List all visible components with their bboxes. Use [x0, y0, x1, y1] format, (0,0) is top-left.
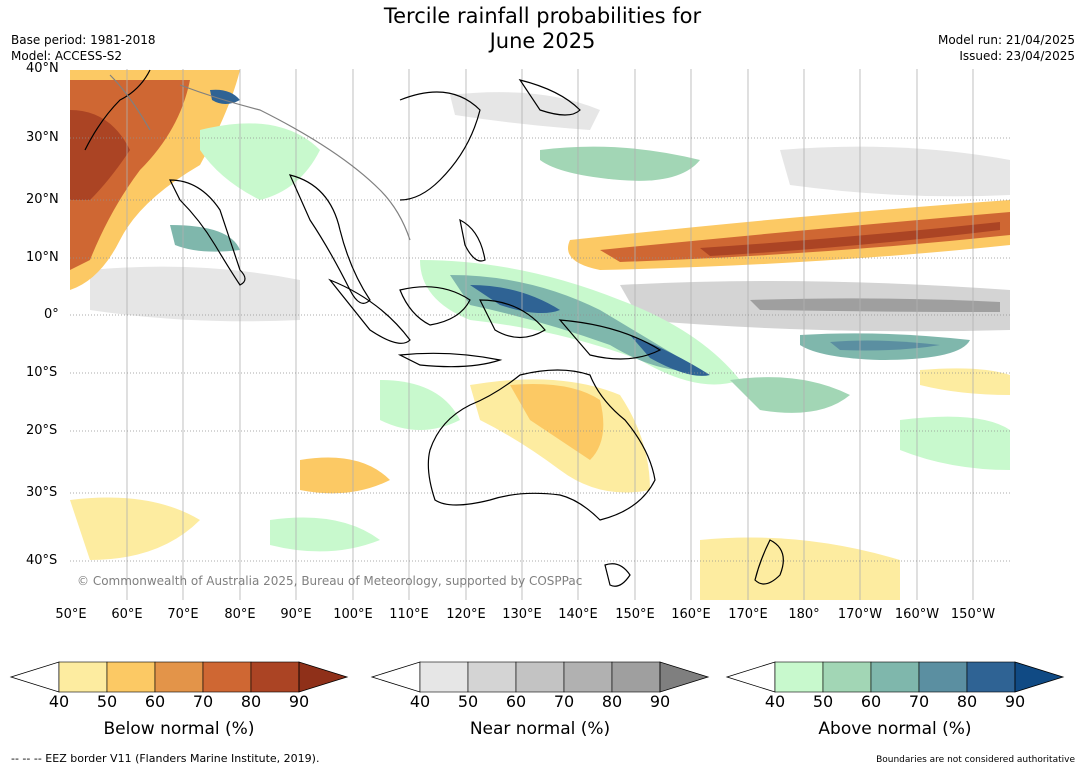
colorbar-near-normal	[370, 661, 710, 693]
colorbar-tick-label: 90	[1004, 692, 1026, 711]
colorbar-extend-low	[725, 661, 776, 693]
colorbar-title-above: Above normal (%)	[818, 719, 972, 739]
colorbar-extend-high	[1014, 661, 1065, 693]
colorbar-tick-label: 80	[601, 692, 623, 711]
colorbar-tick-label: 40	[409, 692, 431, 711]
rainfall-map	[70, 69, 1010, 600]
lon-label-120e: 120°E	[446, 607, 486, 622]
meta-right: Model run: 21/04/2025 Issued: 23/04/2025	[938, 32, 1075, 64]
colorbar-extend-low	[9, 661, 60, 693]
colorbar-title-near: Near normal (%)	[469, 719, 611, 739]
colorbar-segment	[966, 661, 1016, 693]
lon-label-50e: 50°E	[55, 607, 87, 622]
colorbar-tick-label: 50	[96, 692, 118, 711]
colorbar-segment	[563, 661, 613, 693]
model-name: Model: ACCESS-S2	[11, 49, 123, 63]
lon-label-150e: 150°E	[615, 607, 655, 622]
lon-label-180: 180°	[788, 607, 820, 622]
lat-label-30n: 30°N	[26, 130, 59, 145]
lon-label-130e: 130°E	[502, 607, 542, 622]
colorbar-above-normal	[725, 661, 1065, 693]
lon-label-140e: 140°E	[558, 607, 598, 622]
map-title: Tercile rainfall probabilities for June …	[0, 4, 1085, 54]
lat-label-20s: 20°S	[26, 423, 58, 438]
copyright-notice: © Commonwealth of Australia 2025, Bureau…	[77, 574, 583, 588]
lon-label-90e: 90°E	[280, 607, 312, 622]
eez-border-note: -- -- -- EEZ border V11 (Flanders Marine…	[11, 752, 320, 765]
graticule	[126, 69, 974, 600]
colorbar-segment	[154, 661, 204, 693]
lat-label-40n: 40°N	[26, 61, 59, 76]
colorbar-tick-label: 60	[505, 692, 527, 711]
lon-label-160w: 160°W	[894, 607, 940, 622]
colorbar-segment	[870, 661, 920, 693]
colorbar-title-below: Below normal (%)	[103, 719, 255, 739]
map-field	[70, 69, 1010, 600]
lat-label-0: 0°	[44, 307, 59, 322]
lat-label-30s: 30°S	[26, 485, 58, 500]
colorbar-tick-label: 60	[860, 692, 882, 711]
colorbar-segment	[250, 661, 300, 693]
model-run: Model run: 21/04/2025	[937, 33, 1075, 47]
colorbar-tick-label: 90	[649, 692, 671, 711]
map-title-line1: Tercile rainfall probabilities for	[383, 4, 702, 28]
lat-label-10n: 10°N	[26, 250, 59, 265]
colorbar-segment	[774, 661, 824, 693]
lon-label-80e: 80°E	[224, 607, 256, 622]
issued-date: Issued: 23/04/2025	[959, 49, 1075, 63]
lat-label-40s: 40°S	[26, 553, 58, 568]
colorbar-segment	[106, 661, 156, 693]
coastlines	[84, 69, 784, 587]
colorbar-segment	[918, 661, 968, 693]
lat-label-20n: 20°N	[26, 192, 59, 207]
colorbar-tick-label: 80	[240, 692, 262, 711]
colorbar-segment	[515, 661, 565, 693]
colorbar-segment	[419, 661, 469, 693]
lon-label-160e: 160°E	[671, 607, 711, 622]
lat-label-10s: 10°S	[26, 365, 58, 380]
australia-coastline	[427, 369, 656, 521]
above-normal-india	[200, 123, 320, 200]
lon-label-70e: 70°E	[167, 607, 199, 622]
india-coastline	[169, 179, 246, 286]
colorbar-tick-label: 50	[812, 692, 834, 711]
colorbar-segment	[611, 661, 661, 693]
colorbar-below-normal	[9, 661, 349, 693]
lon-label-150w: 150°W	[950, 607, 996, 622]
colorbar-segment	[822, 661, 872, 693]
lon-label-170e: 170°E	[728, 607, 768, 622]
map-title-line2: June 2025	[489, 29, 596, 53]
lon-label-170w: 170°W	[837, 607, 883, 622]
lon-label-110e: 110°E	[389, 607, 429, 622]
colorbar-tick-label: 70	[908, 692, 930, 711]
boundaries-disclaimer: Boundaries are not considered authoritat…	[876, 755, 1075, 765]
base-period: Base period: 1981-2018	[11, 33, 156, 47]
colorbar-tick-label: 70	[192, 692, 214, 711]
colorbar-segment	[58, 661, 108, 693]
lon-label-100e: 100°E	[333, 607, 373, 622]
colorbar-tick-label: 40	[48, 692, 70, 711]
colorbar-tick-label: 50	[457, 692, 479, 711]
colorbar-tick-label: 70	[553, 692, 575, 711]
meta-left: Base period: 1981-2018 Model: ACCESS-S2	[11, 32, 156, 64]
colorbar-tick-label: 80	[956, 692, 978, 711]
colorbar-tick-label: 90	[288, 692, 310, 711]
colorbars	[9, 661, 1065, 693]
colorbar-extend-high	[298, 661, 349, 693]
colorbar-segment	[467, 661, 517, 693]
colorbar-extend-high	[659, 661, 710, 693]
colorbar-tick-label: 60	[144, 692, 166, 711]
lon-label-60e: 60°E	[111, 607, 143, 622]
colorbar-tick-label: 40	[764, 692, 786, 711]
colorbar-segment	[202, 661, 252, 693]
colorbar-extend-low	[370, 661, 421, 693]
